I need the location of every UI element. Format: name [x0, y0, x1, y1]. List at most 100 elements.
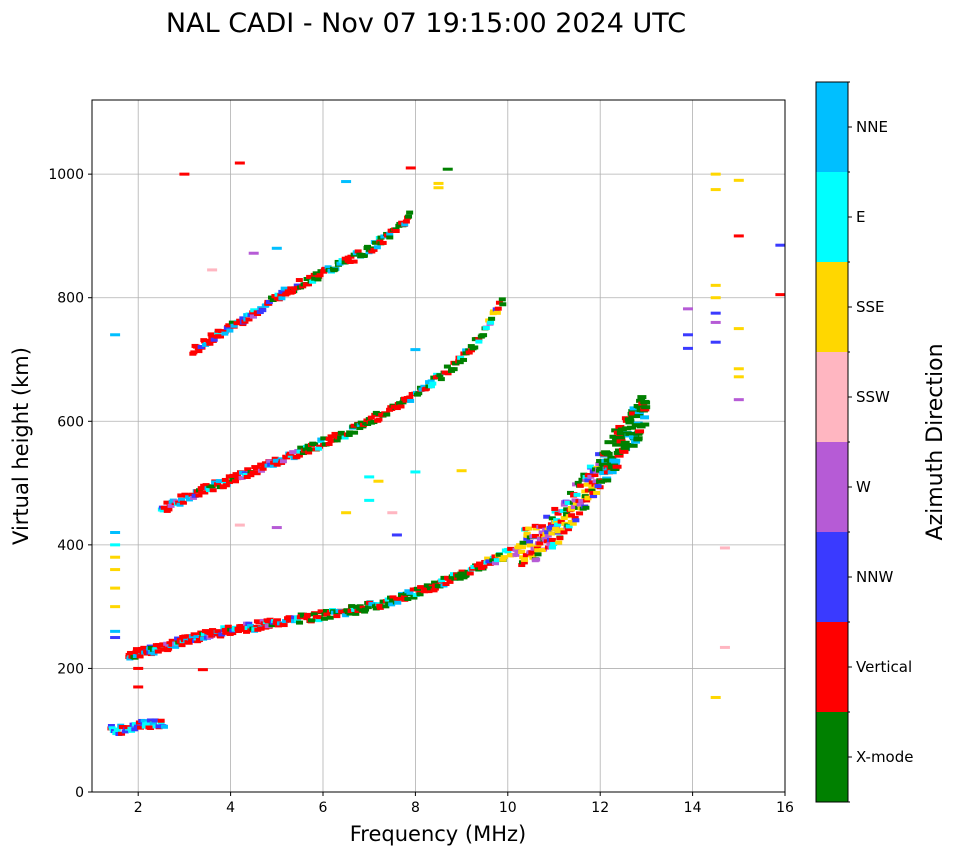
- data-point: [370, 420, 378, 425]
- data-point: [132, 653, 140, 658]
- data-point: [544, 533, 552, 538]
- outlier-point: [110, 568, 121, 572]
- outlier-point: [710, 283, 721, 287]
- data-point: [250, 308, 258, 313]
- data-point: [205, 339, 213, 344]
- data-point: [466, 571, 474, 576]
- data-point: [518, 550, 526, 555]
- outlier-point: [387, 511, 398, 515]
- data-point: [257, 468, 265, 473]
- data-point: [538, 548, 546, 553]
- data-point: [234, 626, 242, 631]
- outlier-point: [110, 636, 121, 640]
- outlier-point: [710, 188, 721, 192]
- outlier-point: [234, 161, 245, 165]
- data-point: [195, 493, 203, 498]
- data-point: [316, 444, 324, 449]
- data-point: [238, 475, 246, 480]
- y-tick-label: 0: [75, 785, 84, 801]
- data-point: [327, 434, 335, 439]
- data-point: [347, 609, 355, 614]
- colorbar-title: Azimuth Direction: [923, 343, 948, 540]
- outlier-point: [110, 629, 121, 633]
- outlier-point: [433, 186, 444, 190]
- data-point: [386, 235, 394, 240]
- data-point: [155, 643, 163, 648]
- data-point: [487, 320, 495, 325]
- data-point: [107, 723, 115, 728]
- data-point: [640, 407, 650, 412]
- data-point: [179, 500, 187, 505]
- data-point: [188, 634, 196, 639]
- data-point: [257, 626, 265, 631]
- data-point: [159, 508, 167, 513]
- data-point: [372, 240, 380, 245]
- data-point: [413, 392, 421, 397]
- data-point: [243, 475, 251, 480]
- data-point: [559, 527, 567, 532]
- data-point: [253, 624, 261, 629]
- data-point: [320, 436, 328, 441]
- data-point: [230, 323, 238, 328]
- data-point: [634, 414, 644, 419]
- data-point: [598, 462, 608, 467]
- data-point: [249, 310, 257, 315]
- data-point: [554, 522, 562, 527]
- data-point: [628, 443, 638, 448]
- outlier-point: [271, 246, 282, 250]
- data-point: [587, 474, 595, 479]
- data-point: [431, 586, 439, 591]
- data-point: [475, 337, 483, 342]
- colorbar-label: Vertical: [856, 658, 912, 676]
- data-point: [436, 373, 444, 378]
- x-tick-label: 4: [226, 800, 235, 816]
- x-tick-label: 10: [499, 800, 517, 816]
- data-point: [315, 618, 323, 623]
- data-point: [326, 615, 334, 620]
- data-point: [209, 488, 217, 493]
- data-point: [108, 726, 116, 731]
- data-point: [278, 296, 286, 301]
- data-point: [444, 371, 452, 376]
- data-point: [302, 447, 310, 452]
- data-point: [442, 582, 450, 587]
- colorbar-label: X-mode: [856, 748, 913, 766]
- data-point: [172, 644, 180, 649]
- data-point: [271, 456, 279, 461]
- data-point: [218, 329, 226, 334]
- data-point: [127, 726, 135, 731]
- data-point: [360, 252, 368, 257]
- data-point: [336, 261, 344, 266]
- data-point: [551, 506, 559, 511]
- data-point: [208, 633, 216, 638]
- data-point: [242, 472, 250, 477]
- data-point: [588, 480, 596, 485]
- colorbar-segment: [816, 442, 848, 532]
- data-point: [456, 576, 464, 581]
- data-point: [434, 583, 442, 588]
- data-point: [480, 333, 488, 338]
- data-point: [305, 450, 313, 455]
- data-point: [304, 612, 312, 617]
- outlier-point: [207, 268, 218, 272]
- data-point: [288, 289, 296, 294]
- data-point: [471, 337, 479, 342]
- data-point: [489, 309, 497, 314]
- data-point: [507, 546, 515, 551]
- data-point: [607, 455, 617, 460]
- data-point: [437, 377, 445, 382]
- outlier-point: [442, 167, 453, 171]
- data-point: [346, 611, 354, 616]
- outlier-point: [410, 348, 421, 352]
- y-axis-label: Virtual height (km): [9, 347, 33, 545]
- data-point: [177, 493, 185, 498]
- data-point: [395, 596, 403, 601]
- colorbar-segment: [816, 352, 848, 442]
- data-point: [195, 349, 203, 354]
- data-point: [611, 428, 621, 433]
- data-point: [221, 331, 229, 336]
- data-point: [514, 545, 522, 550]
- data-point: [560, 530, 568, 535]
- data-point: [499, 302, 507, 307]
- data-point: [206, 341, 214, 346]
